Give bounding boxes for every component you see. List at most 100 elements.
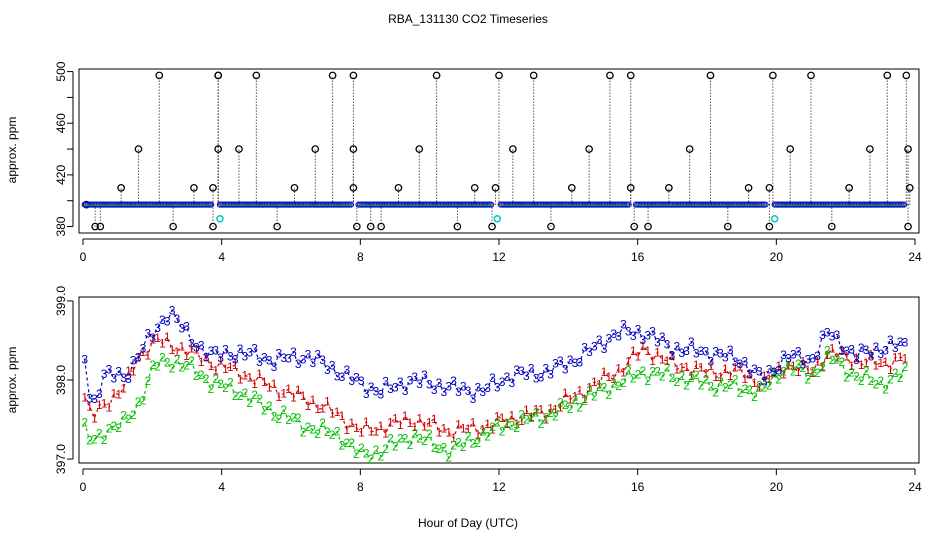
series-2-marker: 2: [751, 390, 758, 404]
series-2-marker: 2: [479, 424, 486, 438]
spike-marker: [117, 183, 125, 192]
series-1-marker: 1: [727, 369, 734, 383]
series-1-marker: 1: [635, 350, 642, 364]
series-1-marker: 1: [751, 376, 758, 390]
series-3-marker: 3: [693, 347, 700, 361]
series-2-marker: 2: [567, 402, 574, 416]
series-2-marker: 2: [654, 365, 661, 379]
series-2-marker: 2: [795, 357, 802, 371]
series-1-marker: 1: [198, 355, 205, 369]
spike-marker: [190, 183, 198, 192]
series-2-marker: 2: [649, 365, 656, 379]
series-2-marker: 2: [130, 408, 137, 422]
series-3-marker: 3: [654, 335, 661, 349]
series-3-marker: 3: [848, 343, 855, 357]
series-3-marker: 3: [106, 362, 113, 376]
series-1-marker: 1: [722, 362, 729, 376]
top-x-tick-label: 4: [218, 250, 225, 264]
series-1-marker: 1: [353, 421, 360, 435]
series-3-marker: 3: [533, 372, 540, 386]
series-3-marker: 3: [610, 327, 617, 341]
series-2-marker: 2: [533, 405, 540, 419]
series-3-marker: 3: [465, 384, 472, 398]
series-2-marker: 2: [392, 439, 399, 453]
series-1-marker: 1: [596, 378, 603, 392]
series-1-marker: 1: [397, 418, 404, 432]
spike-marker: [626, 183, 635, 192]
series-1-marker: 1: [431, 412, 438, 426]
series-3-marker: 3: [450, 374, 457, 388]
series-3-marker: 3: [678, 346, 685, 360]
series-1-marker: 1: [227, 360, 234, 374]
series-1-marker: 1: [843, 349, 850, 363]
series-2-marker: 2: [591, 390, 598, 404]
series-2-marker: 2: [421, 434, 428, 448]
series-1-marker: 1: [242, 368, 249, 382]
series-3-marker: 3: [295, 357, 302, 371]
series-2-marker: 2: [212, 372, 219, 386]
series-2-marker: 2: [693, 368, 700, 382]
series-2-marker: 2: [441, 440, 448, 454]
series-2-marker: 2: [581, 394, 588, 408]
series-1-marker: 1: [256, 367, 263, 381]
series-3-marker: 3: [217, 351, 224, 365]
series-3-marker: 3: [809, 352, 816, 366]
series-2-marker: 2: [377, 449, 384, 463]
series-3-marker: 3: [902, 335, 909, 349]
series-2-marker: 2: [237, 389, 244, 403]
series-3-marker: 3: [339, 370, 346, 384]
series-2-marker: 2: [455, 436, 462, 450]
series-3-marker: 3: [877, 347, 884, 361]
spike-marker: [311, 145, 320, 153]
spike-marker: [491, 183, 500, 192]
cyan-marker: [493, 215, 502, 223]
series-2-marker: 2: [358, 441, 365, 455]
series-3-marker: 3: [572, 356, 579, 370]
spike-marker: [630, 222, 639, 231]
spike-marker: [904, 222, 912, 231]
series-2-marker: 2: [683, 378, 690, 392]
series-2-marker: 2: [737, 386, 744, 400]
series-2-marker: 2: [596, 380, 603, 394]
series-1-marker: 1: [538, 402, 545, 416]
series-3-marker: 3: [557, 354, 564, 368]
spike-marker: [96, 222, 105, 231]
series-2-marker: 2: [732, 373, 739, 387]
series-2-marker: 2: [785, 355, 792, 369]
series-3-marker: 3: [732, 355, 739, 369]
top-x-tick-label: 20: [770, 250, 784, 264]
series-2-marker: 2: [882, 383, 889, 397]
spike-marker: [366, 222, 375, 231]
spike-marker: [786, 145, 795, 153]
series-3-marker: 3: [673, 340, 680, 354]
series-1-marker: 1: [892, 350, 899, 364]
x-axis-label: Hour of Day (UTC): [418, 516, 518, 530]
series-1-marker: 1: [135, 351, 142, 365]
spike-marker: [567, 183, 576, 192]
spike-marker: [169, 222, 177, 231]
series-1-marker: 1: [877, 356, 884, 370]
spike-marker: [665, 183, 673, 192]
series-2-marker: 2: [863, 364, 870, 378]
spike-marker: [606, 71, 614, 80]
series-2-marker: 2: [523, 413, 530, 427]
series-3-marker: 3: [625, 325, 632, 339]
series-3-line: [84, 309, 905, 401]
series-2-marker: 2: [314, 427, 321, 441]
series-1-marker: 1: [450, 431, 457, 445]
series-2-marker: 2: [771, 366, 778, 380]
series-1-marker: 1: [494, 410, 501, 424]
spike-marker: [290, 183, 299, 192]
series-2-marker: 2: [698, 379, 705, 393]
series-3-marker: 3: [620, 318, 627, 332]
series-2-marker: 2: [407, 438, 414, 452]
series-1-marker: 1: [115, 387, 122, 401]
series-2-marker: 2: [669, 371, 676, 385]
top-x-tick-label: 24: [908, 250, 922, 264]
series-1-marker: 1: [217, 353, 224, 367]
series-2-marker: 2: [872, 378, 879, 392]
series-2-marker: 2: [868, 374, 875, 388]
cyan-marker: [770, 215, 779, 223]
series-1-marker: 1: [669, 349, 676, 363]
series-1-marker: 1: [717, 370, 724, 384]
